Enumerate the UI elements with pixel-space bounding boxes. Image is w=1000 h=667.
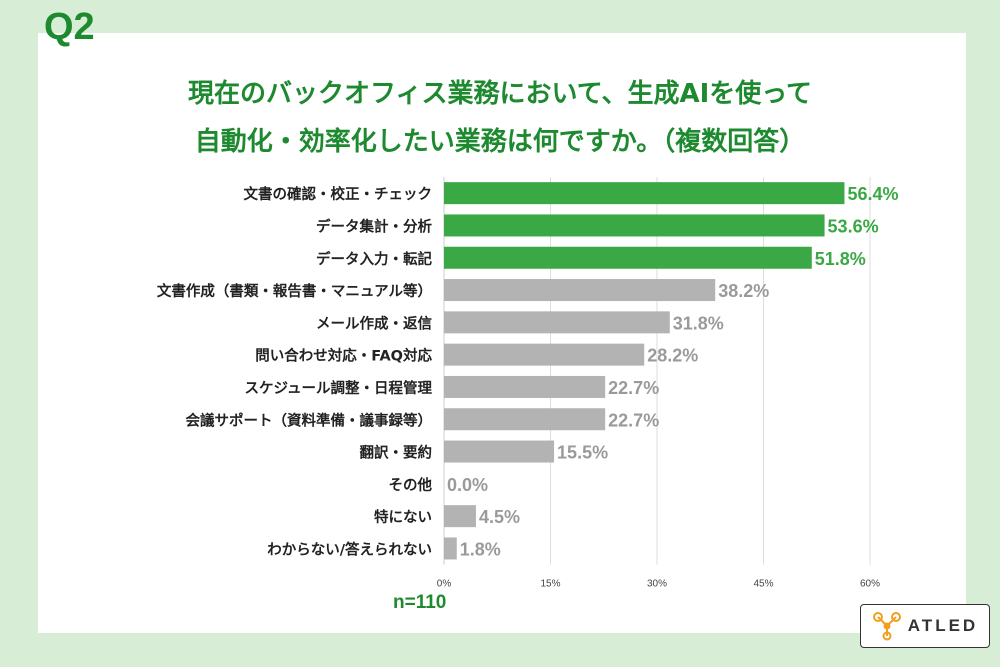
category-label: データ集計・分析 <box>316 217 432 235</box>
category-label: スケジュール調整・日程管理 <box>245 379 433 397</box>
bar <box>444 182 845 205</box>
category-label: データ入力・転記 <box>316 250 432 268</box>
value-label: 1.8% <box>460 539 501 559</box>
chart-title: 現在のバックオフィス業務において、生成AIを使って 自動化・効率化したい業務は何… <box>0 70 1000 166</box>
category-label: その他 <box>389 476 433 494</box>
value-label: 51.8% <box>815 249 866 269</box>
logo-text: ATLED <box>907 616 979 635</box>
value-label: 56.4% <box>847 184 898 204</box>
bar <box>444 279 716 302</box>
value-label: 22.7% <box>608 410 659 430</box>
x-tick-label: 60% <box>860 579 880 590</box>
value-label: 4.5% <box>479 507 520 527</box>
x-tick-label: 30% <box>647 579 667 590</box>
atled-logo: ATLED <box>860 604 990 648</box>
bar <box>444 440 555 463</box>
sample-size: n=110 <box>393 592 447 613</box>
x-tick-label: 0% <box>437 579 452 590</box>
bar <box>444 408 606 431</box>
bar <box>444 214 825 237</box>
bar <box>444 537 457 560</box>
value-label: 0.0% <box>447 475 488 495</box>
molecule-icon <box>872 612 901 641</box>
category-label: 特にない <box>374 508 432 526</box>
question-label: Q2 <box>44 6 95 48</box>
category-label: 会議サポート（資料準備・議事録等） <box>186 411 433 429</box>
value-label: 15.5% <box>557 443 608 463</box>
value-label: 38.2% <box>718 281 769 301</box>
x-tick-label: 45% <box>753 579 773 590</box>
bar <box>444 343 645 366</box>
category-label: 文書の確認・校正・チェック <box>244 185 433 203</box>
title-line-1: 現在のバックオフィス業務において、生成AIを使って <box>188 79 812 109</box>
x-tick-label: 15% <box>540 579 560 590</box>
category-label: メール作成・返信 <box>316 314 432 332</box>
category-label: 文書作成（書類・報告書・マニュアル等） <box>157 282 432 300</box>
bar <box>444 311 670 334</box>
bar <box>444 246 812 269</box>
value-label: 22.7% <box>608 378 659 398</box>
bar <box>444 375 606 398</box>
category-label: 問い合わせ対応・FAQ対応 <box>255 347 432 365</box>
value-label: 31.8% <box>673 313 724 333</box>
category-label: 翻訳・要約 <box>360 444 433 462</box>
bar <box>444 505 476 528</box>
value-label: 28.2% <box>647 346 698 366</box>
value-label: 53.6% <box>828 216 879 236</box>
title-line-2: 自動化・効率化したい業務は何ですか。（複数回答） <box>194 127 806 157</box>
category-label: わからない/答えられない <box>267 540 432 558</box>
